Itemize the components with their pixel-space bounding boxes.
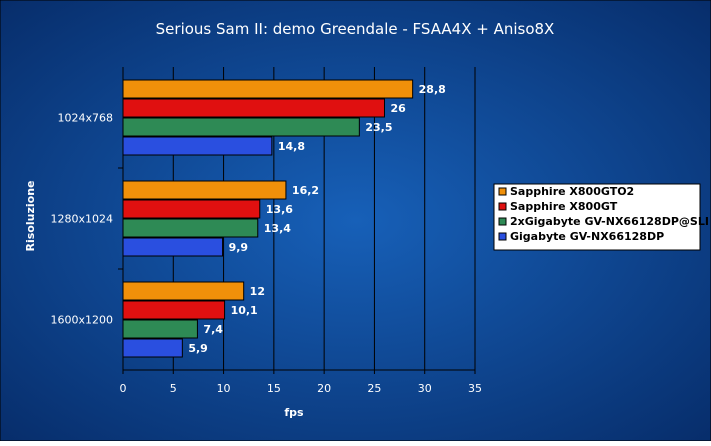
bar-value-label: 5,9 (188, 342, 208, 355)
bar-value-label: 10,1 (231, 304, 258, 317)
bar (122, 117, 360, 137)
y-axis-title: Risoluzione (24, 181, 37, 252)
bar (122, 136, 273, 156)
legend-label: Sapphire X800GTO2 (510, 185, 634, 198)
legend-box (493, 183, 701, 251)
legend-label: 2xGigabyte GV-NX66128DP@SLI (510, 215, 709, 228)
legend-swatch (498, 232, 507, 241)
bar-value-label: 13,6 (266, 203, 293, 216)
x-tick-label: 15 (267, 382, 281, 395)
bar (122, 199, 261, 219)
chart-title: Serious Sam II: demo Greendale - FSAA4X … (156, 20, 555, 38)
legend-swatch (498, 187, 507, 196)
y-category-label: 1024x768 (58, 112, 114, 125)
legend-swatch (498, 202, 507, 211)
bar-value-label: 14,8 (278, 140, 305, 153)
x-tick-label: 10 (217, 382, 231, 395)
bar-value-label: 13,4 (264, 222, 291, 235)
x-tick-label: 5 (170, 382, 177, 395)
bar (122, 79, 414, 99)
bar (122, 281, 245, 301)
x-tick-label: 25 (367, 382, 381, 395)
bar (122, 218, 259, 238)
bar-value-label: 28,8 (419, 83, 446, 96)
x-tick-label: 0 (120, 382, 127, 395)
bar-value-label: 23,5 (365, 121, 392, 134)
bar (122, 338, 183, 358)
y-category-label: 1600x1200 (51, 314, 114, 327)
x-tick-label: 20 (317, 382, 331, 395)
bar-value-label: 12 (250, 285, 265, 298)
bar (122, 300, 226, 320)
bar (122, 98, 385, 118)
legend-label: Gigabyte GV-NX66128DP (510, 230, 664, 243)
legend-label: Sapphire X800GT (510, 200, 618, 213)
bar-value-label: 26 (390, 102, 406, 115)
bars: 28,8 26 23,5 14,8 16,2 13,6 13,4 9,9 12 10,1 7,4 5,… (122, 79, 446, 358)
legend-swatch (498, 217, 507, 226)
bar (122, 180, 287, 200)
x-axis-title: fps (284, 406, 304, 419)
bar-value-label: 16,2 (292, 184, 319, 197)
bar-value-label: 9,9 (229, 241, 249, 254)
bar (122, 237, 224, 257)
x-tick-label: 30 (418, 382, 432, 395)
x-tick-label: 35 (468, 382, 482, 395)
axes: 0 5 10 15 20 25 30 35 1024x768 1280x1024 1600x1200 (51, 67, 482, 395)
y-category-label: 1280x1024 (51, 213, 114, 226)
legend: Sapphire X800GTO2 Sapphire X800GT 2xGigaby… (493, 183, 709, 251)
bar (122, 319, 198, 339)
bar-value-label: 7,4 (203, 323, 223, 336)
